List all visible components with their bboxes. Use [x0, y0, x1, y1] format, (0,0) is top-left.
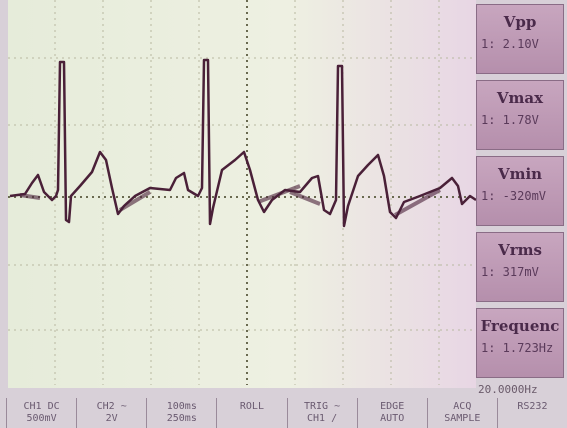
- measurement-box[interactable]: Vmax 1: 1.78V: [476, 80, 564, 150]
- measurement-label: Vmax: [477, 89, 563, 107]
- menu-button-bottom: 2V: [77, 413, 146, 425]
- trigger-frequency: 20.0000Hz: [478, 383, 538, 396]
- menu-button[interactable]: RS232: [497, 398, 567, 428]
- measurement-box[interactable]: Vrms 1: 317mV: [476, 232, 564, 302]
- menu-button[interactable]: TRIG ~CH1 /: [287, 398, 357, 428]
- menu-button[interactable]: CH2 ~2V: [76, 398, 146, 428]
- menu-button-top: CH2 ~: [77, 401, 146, 413]
- menu-button-bottom: SAMPLE: [428, 413, 497, 425]
- menu-button-bottom: 500mV: [7, 413, 76, 425]
- measurement-box[interactable]: Vmin 1: -320mV: [476, 156, 564, 226]
- menu-button-top: ROLL: [217, 401, 286, 413]
- measurement-value: 1: 317mV: [481, 265, 563, 279]
- measurement-value: 1: 2.10V: [481, 37, 563, 51]
- menu-button-top: EDGE: [358, 401, 427, 413]
- measurement-value: 1: 1.723Hz: [481, 341, 563, 355]
- measurement-value: 1: 1.78V: [481, 113, 563, 127]
- measurement-label: Frequenc: [477, 317, 563, 335]
- menu-button-top: CH1 DC: [7, 401, 76, 413]
- measurement-label: Vrms: [477, 241, 563, 259]
- measurement-label: Vpp: [477, 13, 563, 31]
- oscilloscope-photo: Vpp 1: 2.10V Vmax 1: 1.78V Vmin 1: -320mV Vrms…: [0, 0, 567, 428]
- measurement-label: Vmin: [477, 165, 563, 183]
- menu-button-bottom: AUTO: [358, 413, 427, 425]
- measurement-value: 1: -320mV: [481, 189, 563, 203]
- menu-button-top: RS232: [498, 401, 567, 413]
- menu-button-bottom: CH1 /: [288, 413, 357, 425]
- measurement-box[interactable]: Frequenc 1: 1.723Hz: [476, 308, 564, 378]
- menu-button-top: 100ms: [147, 401, 216, 413]
- menu-button-top: TRIG ~: [288, 401, 357, 413]
- menu-button[interactable]: ROLL: [216, 398, 286, 428]
- menu-button-bottom: 250ms: [147, 413, 216, 425]
- measurement-box[interactable]: Vpp 1: 2.10V: [476, 4, 564, 74]
- menu-button-top: ACQ: [428, 401, 497, 413]
